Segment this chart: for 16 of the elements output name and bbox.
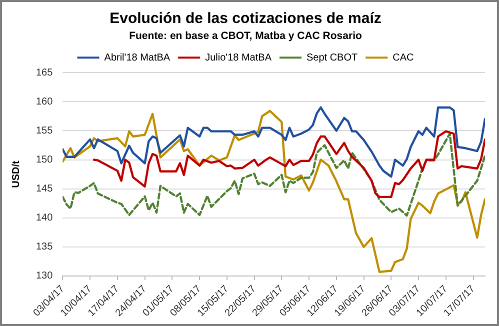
y-tick-label: 135 (36, 242, 54, 253)
y-tick-label: 150 (36, 154, 54, 166)
chart-title: Evolución de las cotizaciones de maíz (110, 10, 382, 28)
legend-label: CAC (392, 52, 414, 64)
y-axis-title: USD/t (10, 160, 22, 188)
legend-label: Julio'18 MatBA (205, 52, 272, 64)
y-tick-label: 155 (36, 125, 54, 136)
y-tick-label: 160 (36, 96, 54, 108)
legend-label: Abril'18 MatBA (104, 52, 170, 64)
y-tick-label: 140 (36, 212, 54, 224)
chart-subtitle: Fuente: en base a CBOT, Matba y CAC Rosario (129, 30, 362, 42)
y-tick-label: 145 (36, 184, 54, 195)
y-tick-label: 130 (36, 270, 54, 282)
line-series (62, 132, 485, 217)
legend-label: Sept CBOT (306, 52, 358, 64)
y-tick-label: 165 (36, 67, 54, 78)
